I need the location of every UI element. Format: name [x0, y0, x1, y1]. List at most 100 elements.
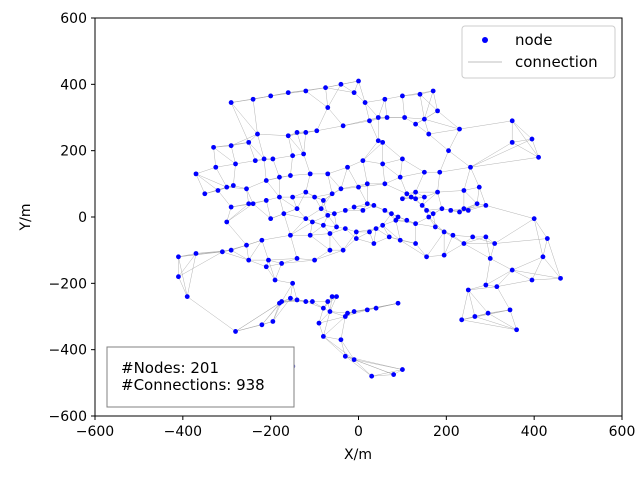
connection-line: [272, 298, 291, 322]
connection-line: [340, 316, 346, 340]
connection-line: [428, 133, 449, 151]
connection-line: [461, 289, 469, 320]
node-point: [457, 209, 462, 215]
node-point: [233, 329, 238, 334]
connection-line: [448, 128, 460, 151]
node-point: [540, 254, 546, 260]
connection-line: [382, 213, 392, 226]
node-point: [531, 216, 537, 222]
connection-line: [382, 225, 401, 241]
connection-line: [290, 235, 298, 259]
node-point: [472, 314, 478, 319]
node-point: [536, 154, 541, 160]
connection-line: [531, 256, 544, 281]
connection-line: [261, 301, 282, 325]
node-point: [331, 211, 337, 217]
node-point: [176, 254, 181, 260]
node-point: [483, 234, 489, 240]
node-point: [424, 207, 429, 213]
node-point: [325, 212, 331, 218]
node-point: [404, 217, 410, 223]
connection-line: [476, 187, 480, 204]
node-point: [294, 256, 300, 261]
connection-line: [320, 193, 333, 209]
connection-line: [296, 132, 304, 155]
connection-line: [310, 235, 331, 251]
connection-line: [400, 240, 427, 258]
connection-line: [375, 228, 390, 238]
connection-line: [353, 92, 366, 103]
connection-line: [470, 157, 539, 168]
connection-line: [327, 215, 337, 228]
node-point: [334, 294, 339, 299]
node-point: [465, 287, 471, 293]
node-point: [485, 310, 491, 316]
connection-line: [345, 356, 372, 377]
node-point: [246, 139, 252, 145]
connection-line: [281, 259, 315, 264]
node-point: [219, 249, 225, 255]
connection-line: [323, 336, 346, 357]
connection-line: [279, 197, 285, 214]
node-point: [277, 194, 282, 200]
y-tick-label: −600: [49, 409, 87, 425]
node-point: [228, 100, 234, 105]
connection-line: [318, 308, 324, 324]
connection-line: [452, 234, 473, 238]
node-point: [228, 143, 234, 149]
connection-line: [384, 176, 401, 185]
connection-line: [340, 186, 359, 190]
node-point: [397, 237, 403, 243]
node-point: [294, 206, 300, 212]
connection-line: [437, 190, 464, 193]
connection-line: [494, 238, 548, 244]
node-point: [362, 100, 368, 105]
connection-line: [485, 236, 491, 259]
node-point: [263, 264, 269, 270]
connection-line: [325, 87, 355, 93]
connection-line: [325, 87, 329, 108]
connection-line: [490, 243, 495, 259]
node-point: [386, 234, 392, 240]
x-tick-label: 200: [433, 424, 460, 440]
connection-line: [312, 215, 328, 223]
connection-line: [402, 191, 416, 199]
connection-line: [404, 117, 425, 120]
connection-line: [347, 167, 359, 188]
node-point: [494, 284, 500, 290]
connection-line: [186, 253, 197, 297]
connection-line: [246, 245, 249, 261]
node-point: [430, 88, 436, 94]
connection-line: [230, 102, 258, 135]
connection-line: [533, 218, 548, 239]
connection-line: [272, 158, 280, 178]
connection-line: [353, 359, 372, 377]
node-point: [244, 186, 249, 192]
connection-line: [470, 138, 533, 168]
node-point: [314, 128, 320, 134]
node-point: [307, 171, 313, 177]
connection-line: [340, 183, 368, 190]
connection-line: [340, 339, 355, 360]
connection-line: [305, 87, 326, 92]
connection-line: [459, 120, 513, 130]
connection-line: [382, 142, 403, 160]
connection-line: [415, 223, 436, 228]
connection-line: [296, 258, 315, 261]
node-point: [211, 144, 216, 150]
stats-annotation: #Nodes: 201 #Connections: 938: [106, 346, 295, 408]
y-tick-label: 400: [60, 77, 87, 93]
node-point: [389, 211, 394, 217]
node-point: [342, 314, 348, 319]
node-point: [450, 232, 456, 238]
connection-line: [279, 196, 298, 209]
node-point: [270, 319, 276, 324]
node-point: [367, 118, 372, 124]
x-tick-label: 400: [521, 424, 548, 440]
node-point: [419, 202, 425, 208]
connection-line: [419, 94, 438, 112]
connection-line: [268, 260, 276, 281]
connection-line: [468, 289, 476, 317]
connection-line: [415, 172, 425, 193]
node-point: [255, 131, 260, 137]
